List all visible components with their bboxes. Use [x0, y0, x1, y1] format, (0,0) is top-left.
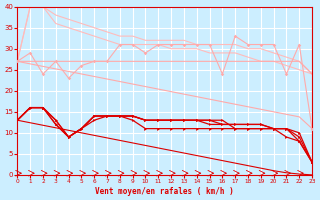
X-axis label: Vent moyen/en rafales ( km/h ): Vent moyen/en rafales ( km/h ): [95, 187, 234, 196]
